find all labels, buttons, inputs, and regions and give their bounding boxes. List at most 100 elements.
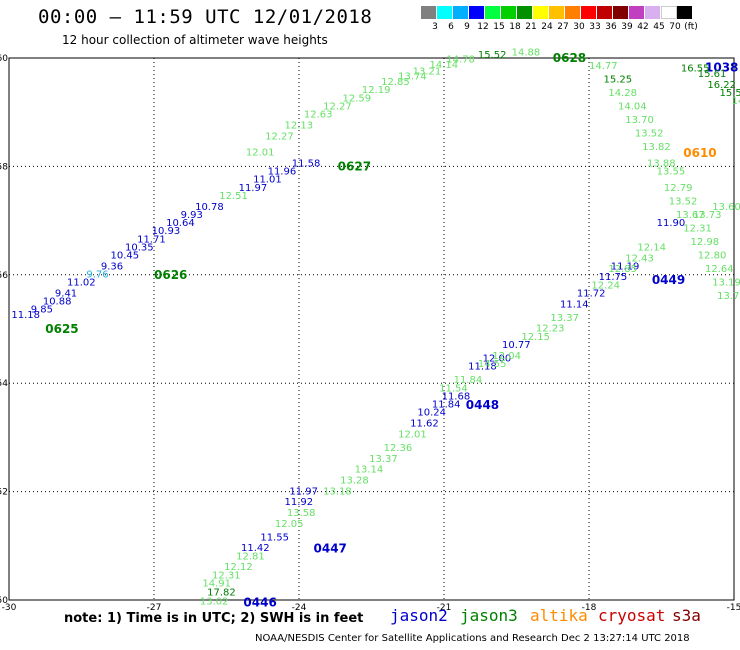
colorbar-swatch bbox=[469, 6, 485, 19]
data-label: 15.52 bbox=[478, 50, 507, 61]
data-label: 13.21 bbox=[413, 66, 442, 77]
pass-time-label: 0627 bbox=[338, 159, 371, 173]
data-label: 11.97 bbox=[289, 486, 318, 497]
data-label: 13.60 bbox=[712, 202, 740, 213]
x-tick-label: -21 bbox=[437, 603, 452, 613]
colorbar-swatch bbox=[453, 6, 469, 19]
colorbar-swatch bbox=[677, 6, 693, 19]
data-label: 11.75 bbox=[599, 272, 628, 283]
credit-line: NOAA/NESDIS Center for Satellite Applica… bbox=[255, 633, 690, 644]
data-label: 12.12 bbox=[224, 562, 253, 573]
data-label: 14.28 bbox=[608, 88, 637, 99]
y-tick-label: 54 bbox=[0, 379, 8, 389]
colorbar-label: 6 bbox=[448, 22, 454, 32]
colorbar-label: 3 bbox=[432, 22, 438, 32]
chart-subtitle: 12 hour collection of altimeter wave hei… bbox=[62, 33, 328, 47]
data-label: 12.01 bbox=[246, 148, 275, 159]
data-label: 12.23 bbox=[536, 324, 565, 335]
colorbar-swatch bbox=[517, 6, 533, 19]
data-label: 12.64 bbox=[705, 264, 734, 275]
data-label: 13.67 bbox=[676, 210, 705, 221]
colorbar-swatch bbox=[597, 6, 613, 19]
data-label: 12.05 bbox=[275, 519, 304, 530]
data-label: 12.43 bbox=[625, 253, 654, 264]
plot-frame bbox=[8, 57, 735, 601]
data-label: 13.37 bbox=[550, 313, 579, 324]
pass-time-label: 0446 bbox=[243, 596, 276, 610]
colorbar-label: 42 bbox=[637, 22, 649, 32]
y-tick-label: 52 bbox=[0, 488, 8, 498]
data-label: 11.84 bbox=[432, 400, 461, 411]
colorbar-swatch bbox=[437, 6, 453, 19]
y-tick-label: 58 bbox=[0, 162, 8, 172]
data-label: 14.91 bbox=[202, 578, 231, 589]
data-label: 12.24 bbox=[591, 280, 620, 291]
data-label: 12.63 bbox=[304, 110, 333, 121]
data-label: 12.31 bbox=[212, 570, 241, 581]
data-label: 11.58 bbox=[292, 158, 321, 169]
data-label: 12.81 bbox=[236, 551, 265, 562]
colorbar-swatch bbox=[421, 6, 437, 19]
pass-time-label: 0447 bbox=[314, 542, 347, 556]
data-label: 11.84 bbox=[454, 375, 483, 386]
data-label: 9.85 bbox=[31, 305, 53, 316]
data-label: 11.19 bbox=[611, 261, 640, 272]
satellite-cryosat: cryosat bbox=[598, 606, 666, 625]
data-label: 12.01 bbox=[398, 429, 427, 440]
x-tick-label: -27 bbox=[147, 603, 162, 613]
pass-time-label: 0625 bbox=[45, 322, 78, 336]
colorbar-label: 18 bbox=[509, 22, 521, 32]
data-label: 13.52 bbox=[635, 129, 664, 140]
colorbar-label: 15 bbox=[493, 22, 505, 32]
data-label: 13.52 bbox=[669, 196, 698, 207]
y-tick-label: 56 bbox=[0, 271, 8, 281]
colorbar-swatch bbox=[549, 6, 565, 19]
data-label: 13.74 bbox=[398, 72, 427, 83]
data-label: 11.01 bbox=[253, 175, 282, 186]
satellite-jason2: jason2 bbox=[390, 606, 448, 625]
data-label: 12.27 bbox=[265, 131, 294, 142]
data-label: 12.15 bbox=[521, 332, 550, 343]
data-label: 10.93 bbox=[152, 226, 181, 237]
data-label: 9.41 bbox=[55, 288, 77, 299]
data-label: 15.57 bbox=[720, 88, 740, 99]
data-label: 10.45 bbox=[111, 251, 140, 262]
data-label: 12.85 bbox=[608, 264, 637, 275]
data-label: 12.36 bbox=[384, 443, 413, 454]
data-label: 11.72 bbox=[577, 288, 606, 299]
chart-title: 00:00 – 11:59 UTC 12/01/2018 bbox=[38, 6, 373, 28]
pass-time-label: 0626 bbox=[154, 268, 187, 282]
data-label: 13.37 bbox=[369, 454, 398, 465]
data-label: 11.97 bbox=[239, 183, 268, 194]
data-label: 1038 bbox=[705, 61, 738, 75]
data-label: 14.78 bbox=[446, 54, 475, 65]
data-label: 9.76 bbox=[86, 270, 108, 281]
data-label: 13.58 bbox=[287, 508, 316, 519]
colorbar-swatch bbox=[485, 6, 501, 19]
data-label: 16.55 bbox=[681, 64, 710, 75]
data-label: 14.04 bbox=[618, 101, 647, 112]
colorbar-label: 30 bbox=[573, 22, 585, 32]
x-tick-label: -30 bbox=[2, 603, 17, 613]
data-label: 12.27 bbox=[323, 101, 352, 112]
data-label: 14.77 bbox=[589, 61, 618, 72]
colorbar-swatch bbox=[581, 6, 597, 19]
colorbar-swatch bbox=[613, 6, 629, 19]
colorbar-label: 12 bbox=[477, 22, 489, 32]
pass-time-label: 0448 bbox=[466, 398, 499, 412]
x-tick-label: -15 bbox=[727, 603, 740, 613]
data-label: 12.80 bbox=[698, 251, 727, 262]
data-label: 10.88 bbox=[43, 297, 72, 308]
colorbar-label: 36 bbox=[605, 22, 617, 32]
data-label: 13.18 bbox=[323, 486, 352, 497]
colorbar-label: 24 bbox=[541, 22, 553, 32]
colorbar-swatch bbox=[501, 6, 517, 19]
data-label: 17.82 bbox=[207, 588, 236, 599]
colorbar-label: 21 bbox=[525, 22, 537, 32]
data-label: 13.19 bbox=[712, 278, 740, 289]
data-label: 11.54 bbox=[439, 383, 468, 394]
x-tick-label: -18 bbox=[582, 603, 597, 613]
y-tick-label: 60 bbox=[0, 54, 8, 64]
data-label: 12.00 bbox=[483, 354, 512, 365]
colorbar-swatch bbox=[565, 6, 581, 19]
